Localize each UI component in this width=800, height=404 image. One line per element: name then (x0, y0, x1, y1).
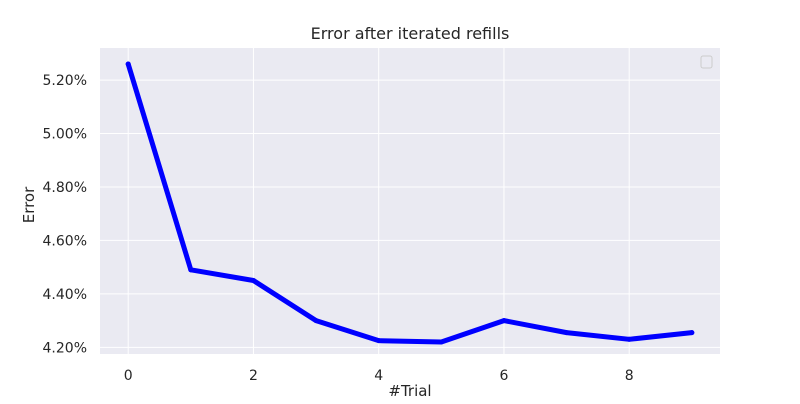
series-layer (125, 61, 695, 345)
data-point (689, 330, 695, 336)
data-point (313, 318, 319, 324)
data-point (626, 336, 632, 342)
legend-box (700, 55, 713, 69)
y-tick-label: 4.20% (43, 340, 87, 356)
data-point (438, 339, 444, 345)
y-tick-label: 4.60% (43, 233, 87, 249)
x-axis-label: #Trial (388, 382, 431, 400)
data-point (501, 318, 507, 324)
x-tick-label: 6 (499, 368, 508, 384)
series-line (125, 61, 695, 345)
y-tick-label: 5.00% (43, 127, 87, 143)
x-tick-label: 2 (249, 368, 258, 384)
x-tick-label: 8 (625, 368, 634, 384)
data-point (564, 330, 570, 336)
data-point (125, 61, 131, 67)
data-point (376, 338, 382, 344)
grid-lines (100, 48, 720, 354)
y-tick-label: 4.40% (43, 287, 87, 303)
y-axis-label: Error (20, 186, 38, 223)
y-tick-label: 4.80% (43, 180, 87, 196)
x-tick-label: 4 (374, 368, 383, 384)
chart-title: Error after iterated refills (311, 24, 510, 43)
y-tick-label: 5.20% (43, 73, 87, 89)
data-point (250, 278, 256, 284)
plot-area (100, 48, 720, 354)
axis-labels: 0 2 4 6 8 4.20% 4.40% 4.60% 4.80% 5.00% 5.20% (43, 73, 634, 384)
data-point (188, 267, 194, 273)
x-tick-label: 0 (124, 368, 133, 384)
